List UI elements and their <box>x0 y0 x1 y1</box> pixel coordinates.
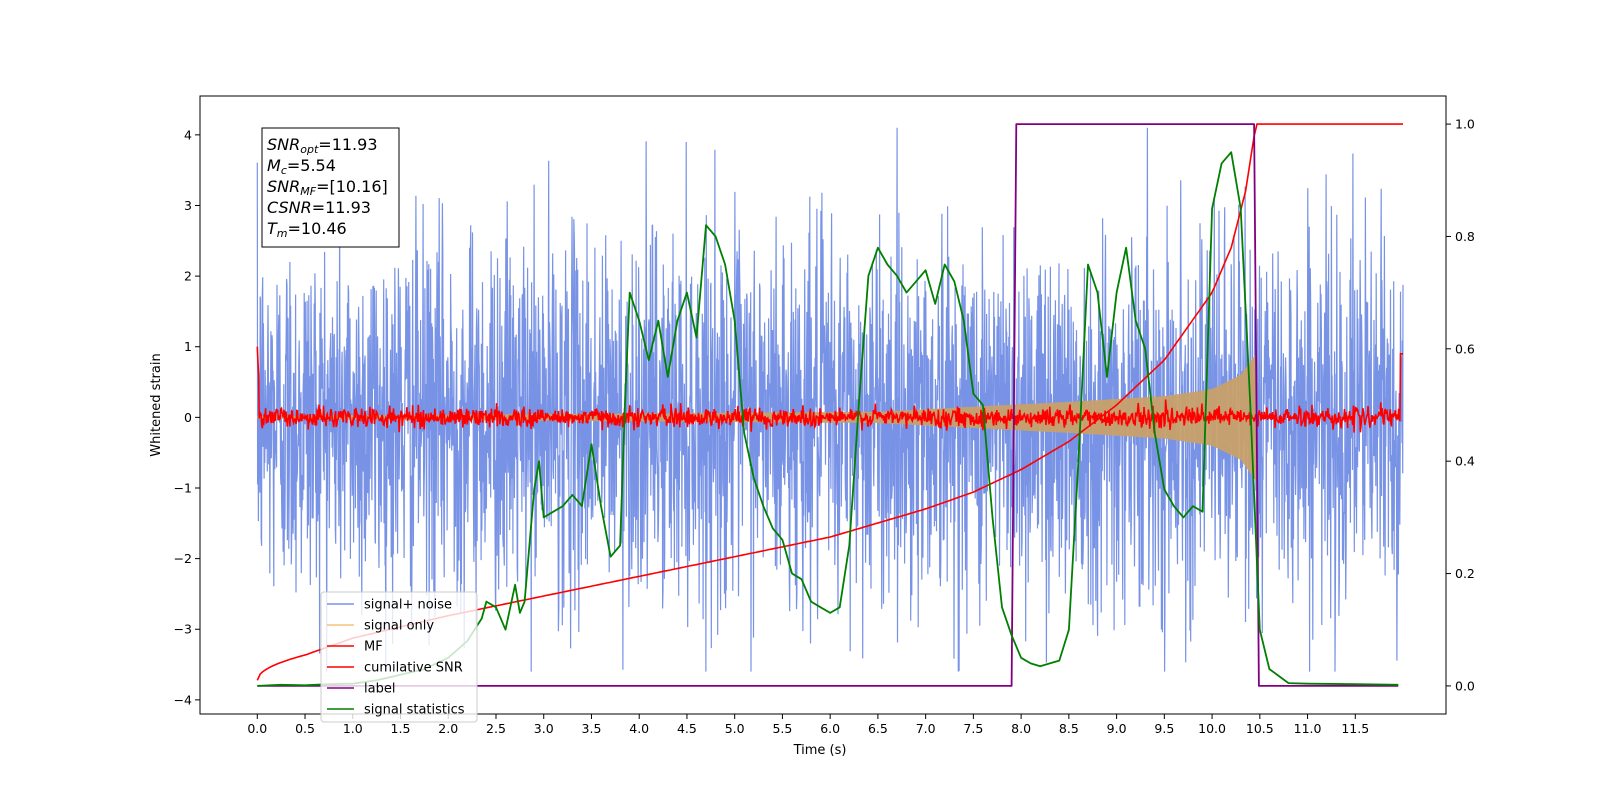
info-snr-opt: SNRopt=11.93 <box>267 135 378 156</box>
legend-entry: label <box>364 682 395 697</box>
x-tick-label: 11.0 <box>1294 721 1322 736</box>
x-tick-label: 0.0 <box>247 721 267 736</box>
x-tick-label: 7.0 <box>916 721 936 736</box>
x-tick-label: 4.5 <box>677 721 697 736</box>
y-tick-label: −4 <box>174 692 192 707</box>
info-box-frame <box>261 127 400 248</box>
x-tick-label: 7.5 <box>963 721 983 736</box>
x-tick-label: 1.5 <box>391 721 411 736</box>
y-tick-label: 2 <box>184 269 192 284</box>
legend-frame <box>320 591 478 723</box>
info-snr-mf: SNRMF=[10.16] <box>267 177 388 198</box>
series-signal-noise <box>256 127 1404 672</box>
plot-frame <box>199 95 1447 715</box>
series-signal-statistics <box>257 151 1399 687</box>
legend-entry: signal only <box>364 619 434 634</box>
info-box: SNRopt=11.93 Mc=5.54 SNRMF=[10.16] CSNR=… <box>261 127 400 248</box>
x-tick-label: 9.5 <box>1154 721 1174 736</box>
legend: signal+ noise signal only MF cumilative SNR… <box>320 591 478 723</box>
y-tick-label: 4 <box>184 127 192 142</box>
x-tick-label: 8.5 <box>1059 721 1079 736</box>
x-tick-label: 6.0 <box>820 721 840 736</box>
legend-entry: MF <box>364 640 383 655</box>
x-tick-label: 9.0 <box>1107 721 1127 736</box>
legend-entry: cumilative SNR <box>364 661 463 676</box>
x-tick-label: 11.5 <box>1341 721 1369 736</box>
y-axis-label: Whitened strain <box>149 353 164 456</box>
x-tick-label: 2.5 <box>486 721 506 736</box>
info-csnr: CSNR=11.93 <box>267 198 371 217</box>
x-tick-label: 2.0 <box>438 721 458 736</box>
y-right-tick-label: 0.6 <box>1455 341 1475 356</box>
series-mf <box>256 346 1403 434</box>
x-tick-label: 0.5 <box>295 721 315 736</box>
y-right-tick-label: 0.2 <box>1455 566 1475 581</box>
y-right-tick-label: 0.8 <box>1455 229 1475 244</box>
x-tick-label: 3.5 <box>582 721 602 736</box>
info-mc: Mc=5.54 <box>267 156 336 177</box>
x-tick-label: 10.5 <box>1246 721 1274 736</box>
legend-entry: signal statistics <box>364 703 465 718</box>
info-tm: Tm=10.46 <box>267 219 347 240</box>
x-tick-label: 8.0 <box>1011 721 1031 736</box>
y-tick-label: 3 <box>184 198 192 213</box>
y-right-tick-label: 0.4 <box>1455 454 1475 469</box>
x-tick-label: 4.0 <box>629 721 649 736</box>
x-tick-label: 5.0 <box>725 721 745 736</box>
y-right-tick-label: 1.0 <box>1455 117 1475 132</box>
y-tick-label: 0 <box>184 410 192 425</box>
y-tick-label: −1 <box>174 480 192 495</box>
x-tick-label: 3.0 <box>534 721 554 736</box>
x-tick-label: 5.5 <box>772 721 792 736</box>
x-axis-label: Time (s) <box>793 743 847 758</box>
axes: 0.0 0.5 1.0 1.5 2.0 2.5 3.0 3.5 4.0 4.5 5.0 5.5 6.0 6… <box>174 117 1475 736</box>
y-right-tick-label: 0.0 <box>1455 678 1475 693</box>
x-tick-label: 10.0 <box>1198 721 1226 736</box>
legend-entry: signal+ noise <box>364 598 452 613</box>
y-tick-label: 1 <box>184 339 192 354</box>
x-tick-label: 1.0 <box>343 721 363 736</box>
series-label <box>257 123 1399 687</box>
y-tick-label: −2 <box>174 551 192 566</box>
x-tick-label: 6.5 <box>868 721 888 736</box>
y-tick-label: −3 <box>174 622 192 637</box>
